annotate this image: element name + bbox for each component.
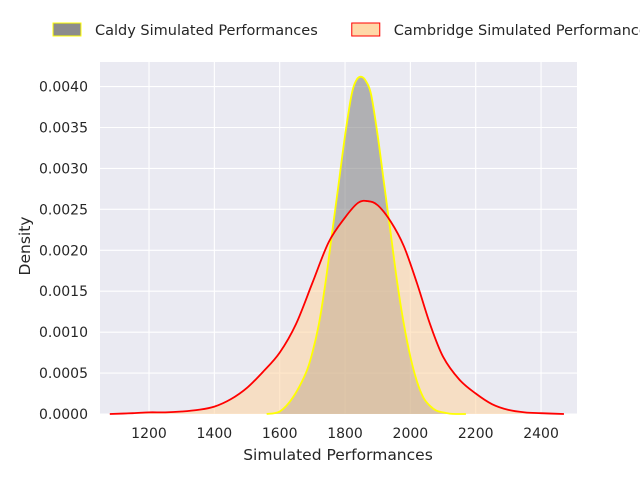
cambridge-legend-label: Cambridge Simulated Performances [394, 23, 640, 39]
y-tick-label: 0.0005 [39, 366, 88, 382]
y-tick-label: 0.0040 [39, 80, 88, 96]
y-tick-label: 0.0010 [39, 325, 88, 341]
caldy-density-line [266, 75, 466, 415]
x-tick-label: 1200 [131, 426, 167, 442]
y-tick-label: 0.0015 [39, 284, 88, 300]
y-tick-label: 0.0030 [39, 161, 88, 177]
y-tick-label: 0.0020 [39, 243, 88, 259]
y-tick-label: 0.0025 [39, 202, 88, 218]
y-tick-label: 0.0035 [39, 120, 88, 136]
x-tick-label: 2400 [523, 426, 559, 442]
x-tick-label: 1400 [197, 426, 233, 442]
cambridge-density-line [109, 199, 564, 415]
y-tick-label: 0.0000 [39, 407, 88, 423]
y-axis-label: Density [16, 217, 34, 276]
x-tick-label: 2000 [393, 426, 429, 442]
x-tick-labels: 1200 1400 1600 1800 2000 2200 2400 [131, 426, 559, 442]
density-lines [109, 75, 564, 415]
x-tick-label: 2200 [458, 426, 494, 442]
x-tick-label: 1800 [327, 426, 363, 442]
x-axis-label: Simulated Performances [243, 446, 433, 464]
cambridge-density-area [109, 200, 564, 414]
cambridge-legend-swatch [351, 22, 381, 37]
x-tick-label: 1600 [262, 426, 298, 442]
caldy-legend-label: Caldy Simulated Performances [95, 23, 318, 39]
y-tick-labels: 0.0000 0.0005 0.0010 0.0015 0.0020 0.0025 0.00… [39, 80, 88, 423]
density-areas [109, 76, 564, 414]
legend: Caldy Simulated Performances Cambridge Si… [52, 22, 640, 39]
caldy-legend-swatch [52, 22, 82, 37]
